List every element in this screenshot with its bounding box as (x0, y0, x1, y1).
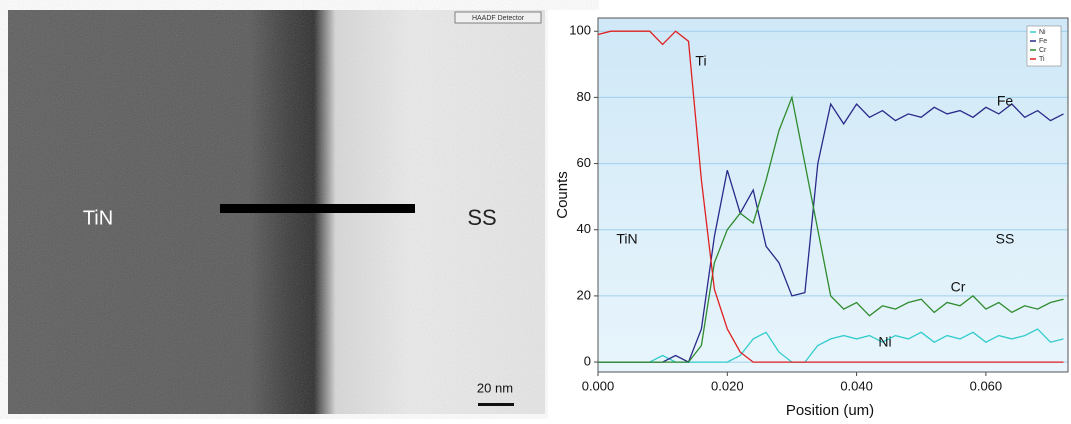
x-tick-label: 0.020 (711, 378, 744, 393)
scale-bar (478, 403, 514, 406)
y-tick-label: 40 (577, 221, 591, 236)
detector-box (454, 11, 542, 24)
legend-label: Ni (1039, 29, 1046, 36)
series-line (597, 30, 1064, 363)
micrograph: HAADF Detector TiN SS 20 nm (8, 10, 545, 414)
scale-bar-label: 20 nm (477, 380, 513, 395)
series-line (598, 102, 1064, 364)
region-label: SS (467, 205, 496, 230)
y-tick-label: 20 (577, 287, 591, 302)
x-axis-label: Position (um) (786, 402, 874, 419)
legend-label: Cr (1039, 47, 1047, 54)
x-tick-label: 0.060 (970, 378, 1003, 393)
annotation: Cr (951, 279, 966, 295)
region-label: TiN (83, 207, 113, 229)
y-tick-label: 100 (569, 23, 591, 38)
annotation: SS (996, 231, 1015, 247)
chart: Counts Position (um) 0 20 40 60 80 100 0.000 0.… (548, 10, 1071, 419)
y-tick-label: 60 (577, 155, 591, 170)
plot-border (597, 17, 1069, 373)
legend-label: Fe (1039, 38, 1047, 45)
detector-label: HAADF Detector (472, 15, 525, 22)
x-tick-label: 0.000 (582, 378, 615, 393)
y-tick-label: 0 (584, 354, 591, 369)
y-axis-label: Counts (554, 171, 571, 219)
legend-label: Ti (1039, 56, 1045, 63)
series-line (598, 95, 1064, 363)
annotation: Ni (878, 334, 891, 350)
x-tick-label: 0.040 (840, 378, 873, 393)
annotation: TiN (616, 231, 637, 247)
y-tick-label: 80 (577, 89, 591, 104)
annotation: Ti (695, 53, 706, 69)
line-scan (220, 204, 415, 213)
annotation: Fe (997, 93, 1014, 109)
plot-area (598, 18, 1068, 372)
